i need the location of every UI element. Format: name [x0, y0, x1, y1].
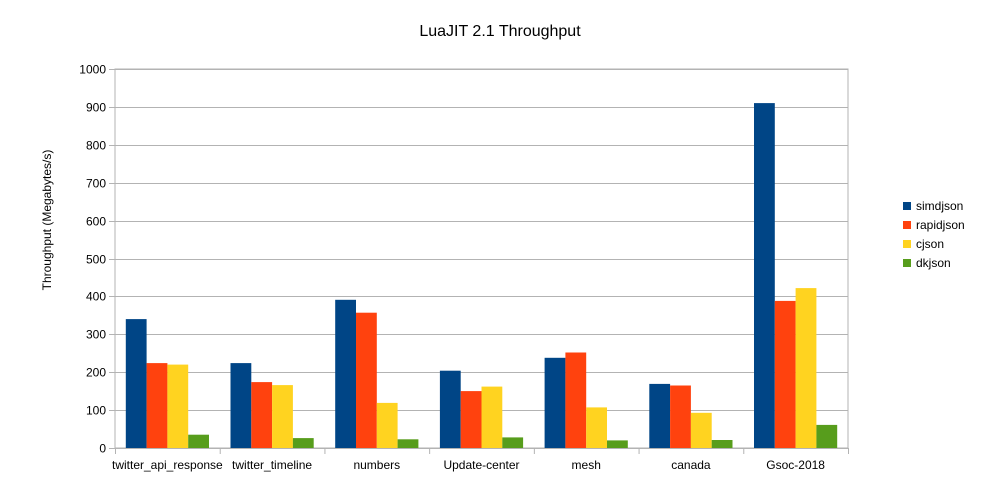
- bar-dkjson-Gsoc-2018: [816, 424, 838, 448]
- bar-rapidjson-twitter_api_response: [146, 363, 168, 448]
- legend-label-simdjson: simdjson: [916, 199, 963, 213]
- x-tick-label: numbers: [353, 458, 400, 472]
- axes: 0 100 200 300 400 500 600 700 800 900 1000 twitter_…: [79, 63, 849, 472]
- y-tick-label: 1000: [79, 63, 106, 77]
- x-tick-label: Update-center: [443, 458, 519, 472]
- bar-dkjson-twitter_api_response: [188, 434, 209, 448]
- bar-simdjson-Update-center: [439, 370, 461, 448]
- y-tick-label: 700: [86, 177, 106, 191]
- legend-swatch-simdjson: [903, 202, 911, 210]
- legend-label-rapidjson: rapidjson: [916, 218, 965, 232]
- bar-rapidjson-Update-center: [460, 391, 482, 448]
- bar-simdjson-numbers: [335, 299, 356, 448]
- x-tick-label: twitter_timeline: [232, 458, 312, 472]
- bar-cjson-numbers: [376, 402, 398, 448]
- bars: [125, 103, 838, 448]
- bar-rapidjson-canada: [670, 385, 691, 448]
- bar-cjson-twitter_timeline: [272, 385, 293, 448]
- bar-cjson-canada: [690, 412, 712, 448]
- bar-simdjson-twitter_api_response: [125, 319, 147, 448]
- bar-rapidjson-mesh: [565, 352, 587, 448]
- bar-simdjson-Gsoc-2018: [754, 103, 775, 448]
- legend-label-dkjson: dkjson: [916, 256, 951, 270]
- bar-rapidjson-twitter_timeline: [251, 382, 273, 448]
- legend-swatch-dkjson: [903, 259, 911, 267]
- y-tick-label: 200: [86, 366, 106, 380]
- y-tick-label: 900: [86, 101, 106, 115]
- y-tick-label: 0: [99, 442, 106, 456]
- chart-title: LuaJIT 2.1 Throughput: [419, 23, 581, 40]
- x-tick-label: mesh: [572, 458, 601, 472]
- y-tick-label: 300: [86, 328, 106, 342]
- bar-dkjson-numbers: [397, 439, 419, 448]
- bar-simdjson-twitter_timeline: [230, 363, 252, 448]
- bar-dkjson-mesh: [607, 440, 628, 448]
- legend-swatch-rapidjson: [903, 221, 911, 229]
- x-tick-label: Gsoc-2018: [766, 458, 825, 472]
- bar-cjson-twitter_api_response: [167, 364, 189, 448]
- bar-cjson-Gsoc-2018: [795, 288, 817, 448]
- x-tick-label: twitter_api_response: [112, 458, 223, 472]
- bar-cjson-mesh: [586, 407, 607, 448]
- y-tick-label: 600: [86, 215, 106, 229]
- bar-dkjson-twitter_timeline: [292, 438, 314, 448]
- bar-simdjson-mesh: [544, 357, 566, 448]
- y-axis-title: Throughput (Megabytes/s): [40, 150, 54, 291]
- bar-dkjson-canada: [711, 440, 733, 448]
- legend-swatch-cjson: [903, 240, 911, 248]
- bar-rapidjson-numbers: [356, 312, 377, 448]
- y-tick-label: 500: [86, 253, 106, 267]
- x-tick-label: canada: [671, 458, 711, 472]
- y-tick-label: 400: [86, 290, 106, 304]
- bar-simdjson-canada: [649, 383, 671, 448]
- bar-rapidjson-Gsoc-2018: [774, 300, 796, 448]
- bar-dkjson-Update-center: [502, 437, 524, 448]
- y-tick-label: 800: [86, 139, 106, 153]
- legend-label-cjson: cjson: [916, 237, 944, 251]
- bar-cjson-Update-center: [481, 386, 503, 448]
- legend: simdjson rapidjson cjson dkjson: [903, 199, 965, 270]
- y-tick-label: 100: [86, 404, 106, 418]
